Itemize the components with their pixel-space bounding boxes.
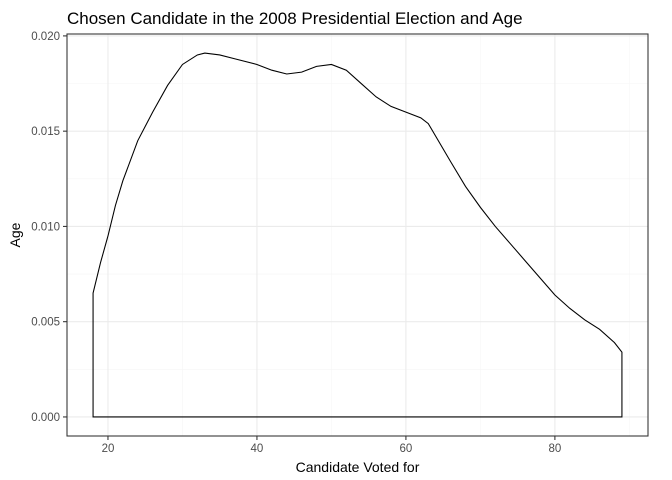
x-tick-label: 80 [548, 443, 561, 455]
axis-ticks: 20 40 60 80 0.000 0.005 0.010 0.015 0.020 [31, 31, 561, 455]
x-tick-label: 60 [400, 443, 413, 455]
y-tick-label: 0.015 [31, 126, 60, 138]
y-axis-label: Age [7, 222, 23, 247]
y-tick-label: 0.010 [31, 221, 60, 233]
x-tick-label: 20 [102, 443, 115, 455]
density-curve [92, 52, 623, 418]
y-tick-label: 0.005 [31, 317, 60, 329]
x-tick-label: 40 [251, 443, 264, 455]
y-tick-label: 0.000 [31, 412, 60, 424]
x-axis-label: Candidate Voted for [296, 459, 420, 475]
chart-title: Chosen Candidate in the 2008 Presidentia… [67, 9, 523, 28]
grid [67, 34, 648, 436]
y-tick-label: 0.020 [31, 31, 60, 43]
panel-border [66, 33, 649, 437]
